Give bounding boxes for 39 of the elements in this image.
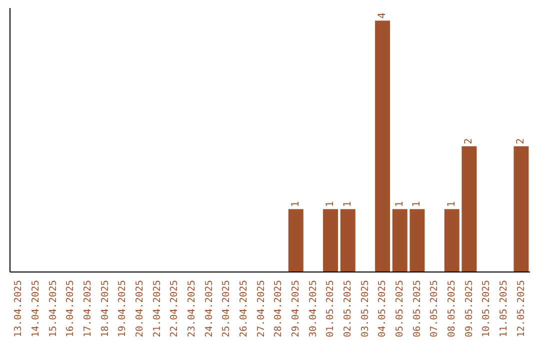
x-tick-label: 21.04.2025 (152, 280, 163, 338)
x-tick-label: 29.04.2025 (290, 280, 302, 338)
x-tick-label: 06.05.2025 (412, 280, 423, 338)
x-tick-label: 25.04.2025 (221, 280, 232, 338)
x-tick-label: 12.05.2025 (516, 280, 527, 338)
data-label: 1 (290, 201, 302, 208)
x-tick-label: 08.05.2025 (446, 280, 458, 338)
x-tick-label: 19.04.2025 (117, 280, 128, 338)
x-tick-label: 04.05.2025 (377, 280, 388, 338)
x-tick-label: 03.05.2025 (360, 280, 371, 338)
x-tick-label: 18.04.2025 (100, 280, 111, 338)
data-label: 2 (464, 138, 475, 144)
x-tick-label: 20.04.2025 (134, 280, 146, 338)
data-label: 1 (342, 201, 354, 208)
data-label: 1 (412, 201, 423, 208)
x-tick-label: 22.04.2025 (169, 280, 180, 338)
x-tick-label: 27.04.2025 (256, 280, 267, 338)
x-tick-label: 05.05.2025 (394, 280, 406, 338)
x-tick-label: 02.05.2025 (342, 280, 354, 338)
x-tick-label: 24.04.2025 (204, 280, 215, 338)
x-tick-label: 11.05.2025 (498, 280, 510, 338)
x-tick-label: 09.05.2025 (464, 280, 475, 338)
x-tick-label: 13.04.2025 (13, 280, 24, 338)
x-tick-label: 16.04.2025 (65, 280, 76, 338)
x-tick-label: 23.04.2025 (186, 280, 198, 338)
data-label: 2 (516, 138, 527, 144)
x-tick-label: 15.04.2025 (48, 280, 59, 338)
x-tick-label: 10.05.2025 (481, 280, 492, 338)
x-tick-label: 07.05.2025 (429, 280, 440, 338)
x-tick-label: 01.05.2025 (325, 280, 336, 338)
x-tick-label: 28.04.2025 (273, 280, 284, 338)
x-tick-label: 30.04.2025 (308, 280, 319, 338)
data-label: 4 (377, 12, 388, 19)
x-tick-label: 14.04.2025 (30, 280, 42, 338)
data-label: 1 (446, 201, 458, 208)
data-label: 1 (394, 201, 406, 208)
data-label: 1 (325, 201, 336, 208)
x-tick-label: 17.04.2025 (82, 280, 94, 338)
x-tick-label: 26.04.2025 (238, 280, 250, 338)
